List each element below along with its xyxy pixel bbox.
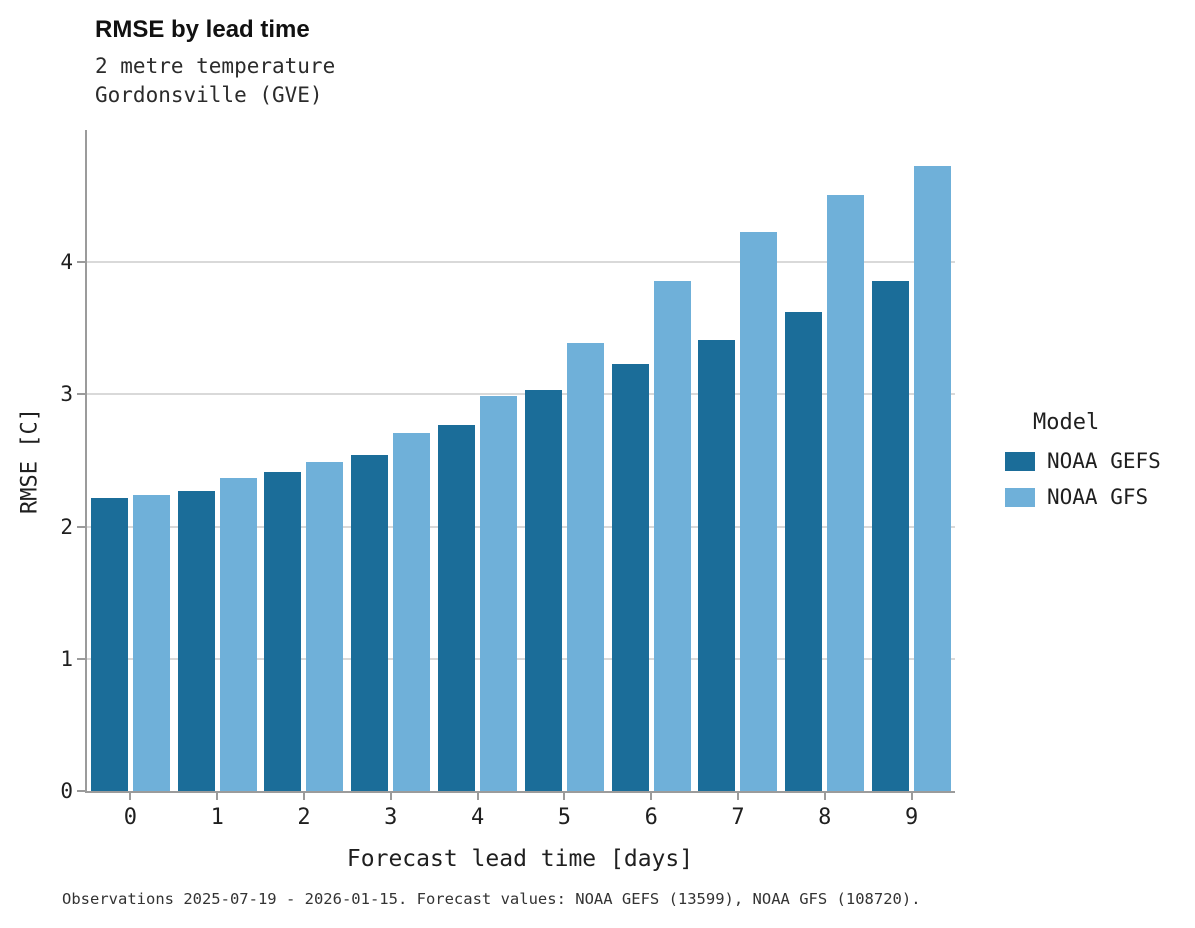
bar-noaa-gfs-lead-4: [480, 395, 518, 791]
legend-entry-noaa-gefs: NOAA GEFS: [1005, 449, 1161, 473]
bar-noaa-gfs-lead-9: [914, 165, 952, 791]
bar-group-lead-0: [87, 130, 174, 791]
chart-subtitle-station: Gordonsville (GVE): [95, 83, 323, 107]
bar-group-lead-9: [868, 130, 955, 791]
x-tick-mark: [303, 791, 305, 800]
x-tick-mark: [476, 791, 479, 800]
bar-noaa-gefs-lead-1: [177, 490, 215, 791]
y-tick-label: 3: [60, 382, 73, 407]
plot-wrapper: 0 1 2 3 4 0 1 2 3 4 5 6 7 8 9: [60, 130, 955, 830]
y-axis-label: RMSE [C]: [17, 408, 43, 514]
legend-label-noaa-gfs: NOAA GFS: [1047, 485, 1149, 509]
legend-entry-noaa-gfs: NOAA GFS: [1005, 485, 1161, 509]
x-tick-mark: [216, 791, 219, 800]
x-tick-label: 4: [470, 805, 485, 830]
bar-group-lead-5: [521, 130, 608, 791]
gridline: [87, 657, 955, 660]
bar-group-lead-2: [261, 130, 348, 791]
x-tick-label: 9: [904, 805, 919, 830]
bar-noaa-gfs-lead-6: [653, 280, 691, 791]
bar-group-lead-4: [434, 130, 521, 791]
bar-groups: [87, 130, 955, 791]
caption: Observations 2025-07-19 - 2026-01-15. Fo…: [62, 890, 921, 908]
chart-subtitle-variable: 2 metre temperature: [95, 54, 336, 78]
legend-title: Model: [1033, 410, 1100, 435]
legend-swatch-noaa-gefs: [1005, 451, 1035, 471]
x-tick-mark: [650, 791, 653, 800]
y-tick-label: 0: [60, 779, 73, 803]
bar-noaa-gefs-lead-8: [785, 312, 823, 791]
bar-group-lead-7: [695, 130, 782, 791]
x-tick-label: 0: [123, 805, 138, 830]
bar-noaa-gefs-lead-2: [264, 472, 302, 791]
bar-noaa-gefs-lead-6: [611, 364, 649, 791]
legend-label-noaa-gefs: NOAA GEFS: [1047, 449, 1161, 473]
x-tick-label: 2: [297, 805, 311, 830]
x-axis-label: Forecast lead time [days]: [346, 846, 694, 872]
x-tick-label: 3: [384, 805, 398, 830]
bar-group-lead-8: [781, 130, 868, 791]
y-tick-mark: [77, 525, 87, 528]
legend: Model NOAA GEFS NOAA GFS: [1005, 410, 1161, 521]
bar-noaa-gfs-lead-2: [306, 461, 344, 791]
y-tick-mark: [77, 261, 87, 264]
y-tick-label: 4: [60, 250, 73, 275]
y-tick-mark: [77, 657, 87, 660]
x-tick-label: 6: [644, 805, 658, 830]
y-tick-mark: [77, 790, 87, 792]
bar-noaa-gfs-lead-7: [740, 231, 778, 791]
y-tick-label: 2: [60, 514, 73, 539]
bar-noaa-gefs-lead-7: [698, 340, 736, 791]
legend-swatch-noaa-gfs: [1005, 487, 1035, 507]
bar-noaa-gefs-lead-5: [524, 390, 562, 791]
bar-noaa-gefs-lead-0: [90, 497, 128, 791]
bar-noaa-gfs-lead-3: [393, 432, 431, 791]
bar-noaa-gfs-lead-1: [219, 477, 257, 791]
x-tick-mark: [737, 791, 739, 800]
bar-group-lead-3: [347, 130, 434, 791]
x-tick-label: 5: [557, 805, 572, 830]
gridline: [87, 261, 955, 264]
x-tick-mark: [910, 791, 913, 800]
gridline: [87, 393, 955, 396]
x-tick-mark: [563, 791, 566, 800]
plot-area: 0 1 2 3 4 0 1 2 3 4 5 6 7 8 9: [60, 130, 955, 830]
x-tick-mark: [129, 791, 132, 800]
x-tick-mark: [823, 791, 826, 800]
bar-noaa-gfs-lead-0: [132, 494, 170, 791]
bar-noaa-gefs-lead-4: [438, 424, 476, 791]
x-tick-label: 7: [731, 805, 745, 830]
legend-entries: NOAA GEFS NOAA GFS: [1005, 449, 1161, 509]
bar-noaa-gfs-lead-8: [827, 194, 865, 791]
bar-noaa-gefs-lead-9: [872, 280, 910, 791]
x-tick-label: 8: [818, 805, 832, 830]
y-tick-mark: [77, 393, 87, 396]
bar-noaa-gfs-lead-5: [566, 342, 604, 791]
chart-title: RMSE by lead time: [95, 16, 310, 43]
y-tick-label: 1: [60, 646, 73, 671]
bar-noaa-gefs-lead-3: [351, 455, 389, 791]
bar-group-lead-6: [608, 130, 695, 791]
gridline: [87, 525, 955, 528]
bar-group-lead-1: [174, 130, 261, 791]
x-tick-mark: [389, 791, 392, 800]
x-tick-label: 1: [210, 805, 224, 830]
title-block: RMSE by lead time 2 metre temperature Go…: [95, 16, 335, 110]
